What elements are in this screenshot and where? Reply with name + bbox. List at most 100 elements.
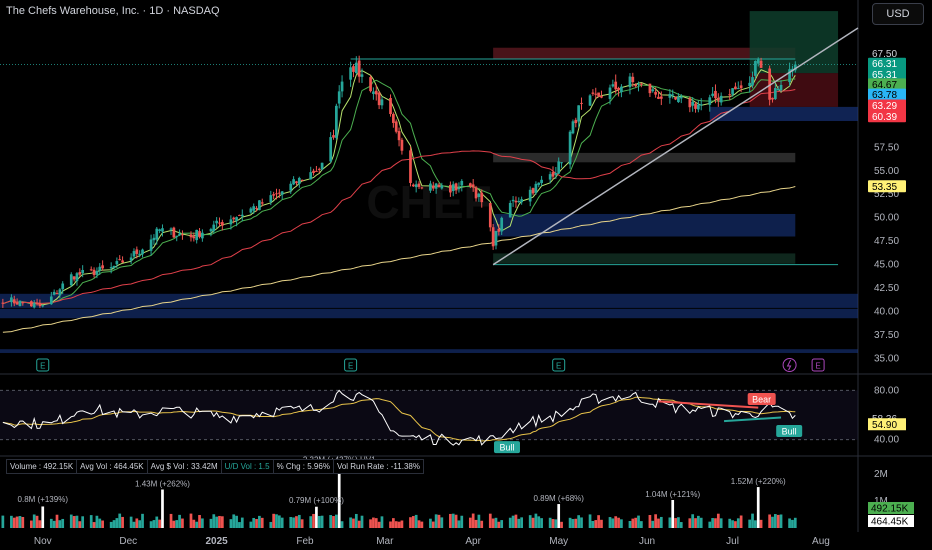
volume-bar [457,520,461,528]
candle-body [72,276,76,280]
candle-body [238,214,241,216]
volume-bar [52,520,56,528]
candle-body [654,91,657,95]
candle-body [557,161,561,174]
candle-body [317,168,321,170]
candle-body [637,83,640,85]
volume-bar [277,515,281,528]
zone-box [0,349,858,353]
candle-body [580,102,583,104]
candle-body [716,97,720,101]
candle-body [511,199,515,202]
zone-box [493,152,796,163]
candle-body [161,228,164,232]
candle-body [400,139,404,151]
candle-body [320,162,324,170]
candle-body [471,184,475,188]
volume-bar [12,517,16,528]
volume-bar [380,516,384,528]
volume-bar [791,519,794,528]
volume-annotation: 0.8M (+139%) [18,495,69,504]
volume-bar [340,521,344,528]
candle-body [488,203,492,228]
volume-bar [528,515,532,528]
candle-body [215,220,218,224]
volume-bar [739,515,743,528]
rsi-value-label: 54.90 [872,420,897,431]
volume-bar [209,518,213,528]
candle-body [688,98,692,108]
candle-body [537,182,541,185]
volume-bar [679,522,683,528]
volume-bar [332,516,335,528]
volume-bar [440,517,444,528]
candle-body [773,88,777,100]
earnings-marker [344,358,358,372]
volume-bar [192,519,196,528]
price-label: 63.29 [872,101,897,112]
volume-bar [588,514,592,528]
zone-box [0,293,858,308]
volume-bar [591,520,595,528]
candle-body [714,90,717,99]
volume-bar [537,516,541,528]
candle-body [628,76,632,88]
volume-bar [788,518,791,528]
volume-bar [109,521,113,528]
volume-bar [597,515,600,528]
candle-body [269,195,273,203]
volume-bar [437,514,441,528]
lightning-icon [782,358,797,372]
volume-bar [129,516,133,528]
rsi-value-bg [868,418,906,431]
candle-body [634,84,638,87]
price-tick-label: 55.00 [874,166,899,177]
volume-bar [152,520,156,528]
candle-body [429,183,432,191]
volume-bar [135,518,139,528]
volume-tick-label: 2M [874,469,888,480]
volume-tick-label: 1M [874,496,888,507]
volume-bar [411,516,415,528]
candle-body [260,202,264,204]
volume-bar [149,521,153,528]
candle-body [181,234,184,236]
volume-bar [195,521,199,528]
volume-bar [352,518,355,528]
candle-body [98,266,102,271]
volume-bar [118,513,122,528]
volume-bar [520,517,523,528]
volume-bar [169,513,173,528]
volume-bar [98,518,102,528]
candle-body [220,222,224,226]
volume-bar [431,521,435,528]
candle-body [258,200,261,211]
volume-bar [335,514,338,528]
candle-body [118,259,122,261]
x-tick-label: Jul [726,536,739,547]
candle-body [360,74,364,77]
volume-bar [514,514,518,528]
volume-bar [218,515,221,528]
candle-body [18,300,22,306]
volume-bar [112,520,116,528]
volume-bar [734,521,737,528]
candle-body [420,187,424,189]
bear-label: Bear [752,394,771,404]
volume-value-bg [868,502,914,514]
volume-bar [471,513,475,528]
volume-bar [215,516,218,528]
candle-body [711,93,714,96]
candle-body [477,193,481,197]
candle-body [657,96,660,99]
bull-label: Bull [782,427,797,437]
candle-body [779,84,783,91]
currency-button[interactable]: USD [872,3,924,25]
volume-bar [728,518,732,528]
candle-body [591,92,595,94]
volume-bar [776,514,780,528]
volume-bar [255,519,258,528]
price-tick-label: 50.00 [874,213,899,224]
volume-bar [189,513,193,528]
